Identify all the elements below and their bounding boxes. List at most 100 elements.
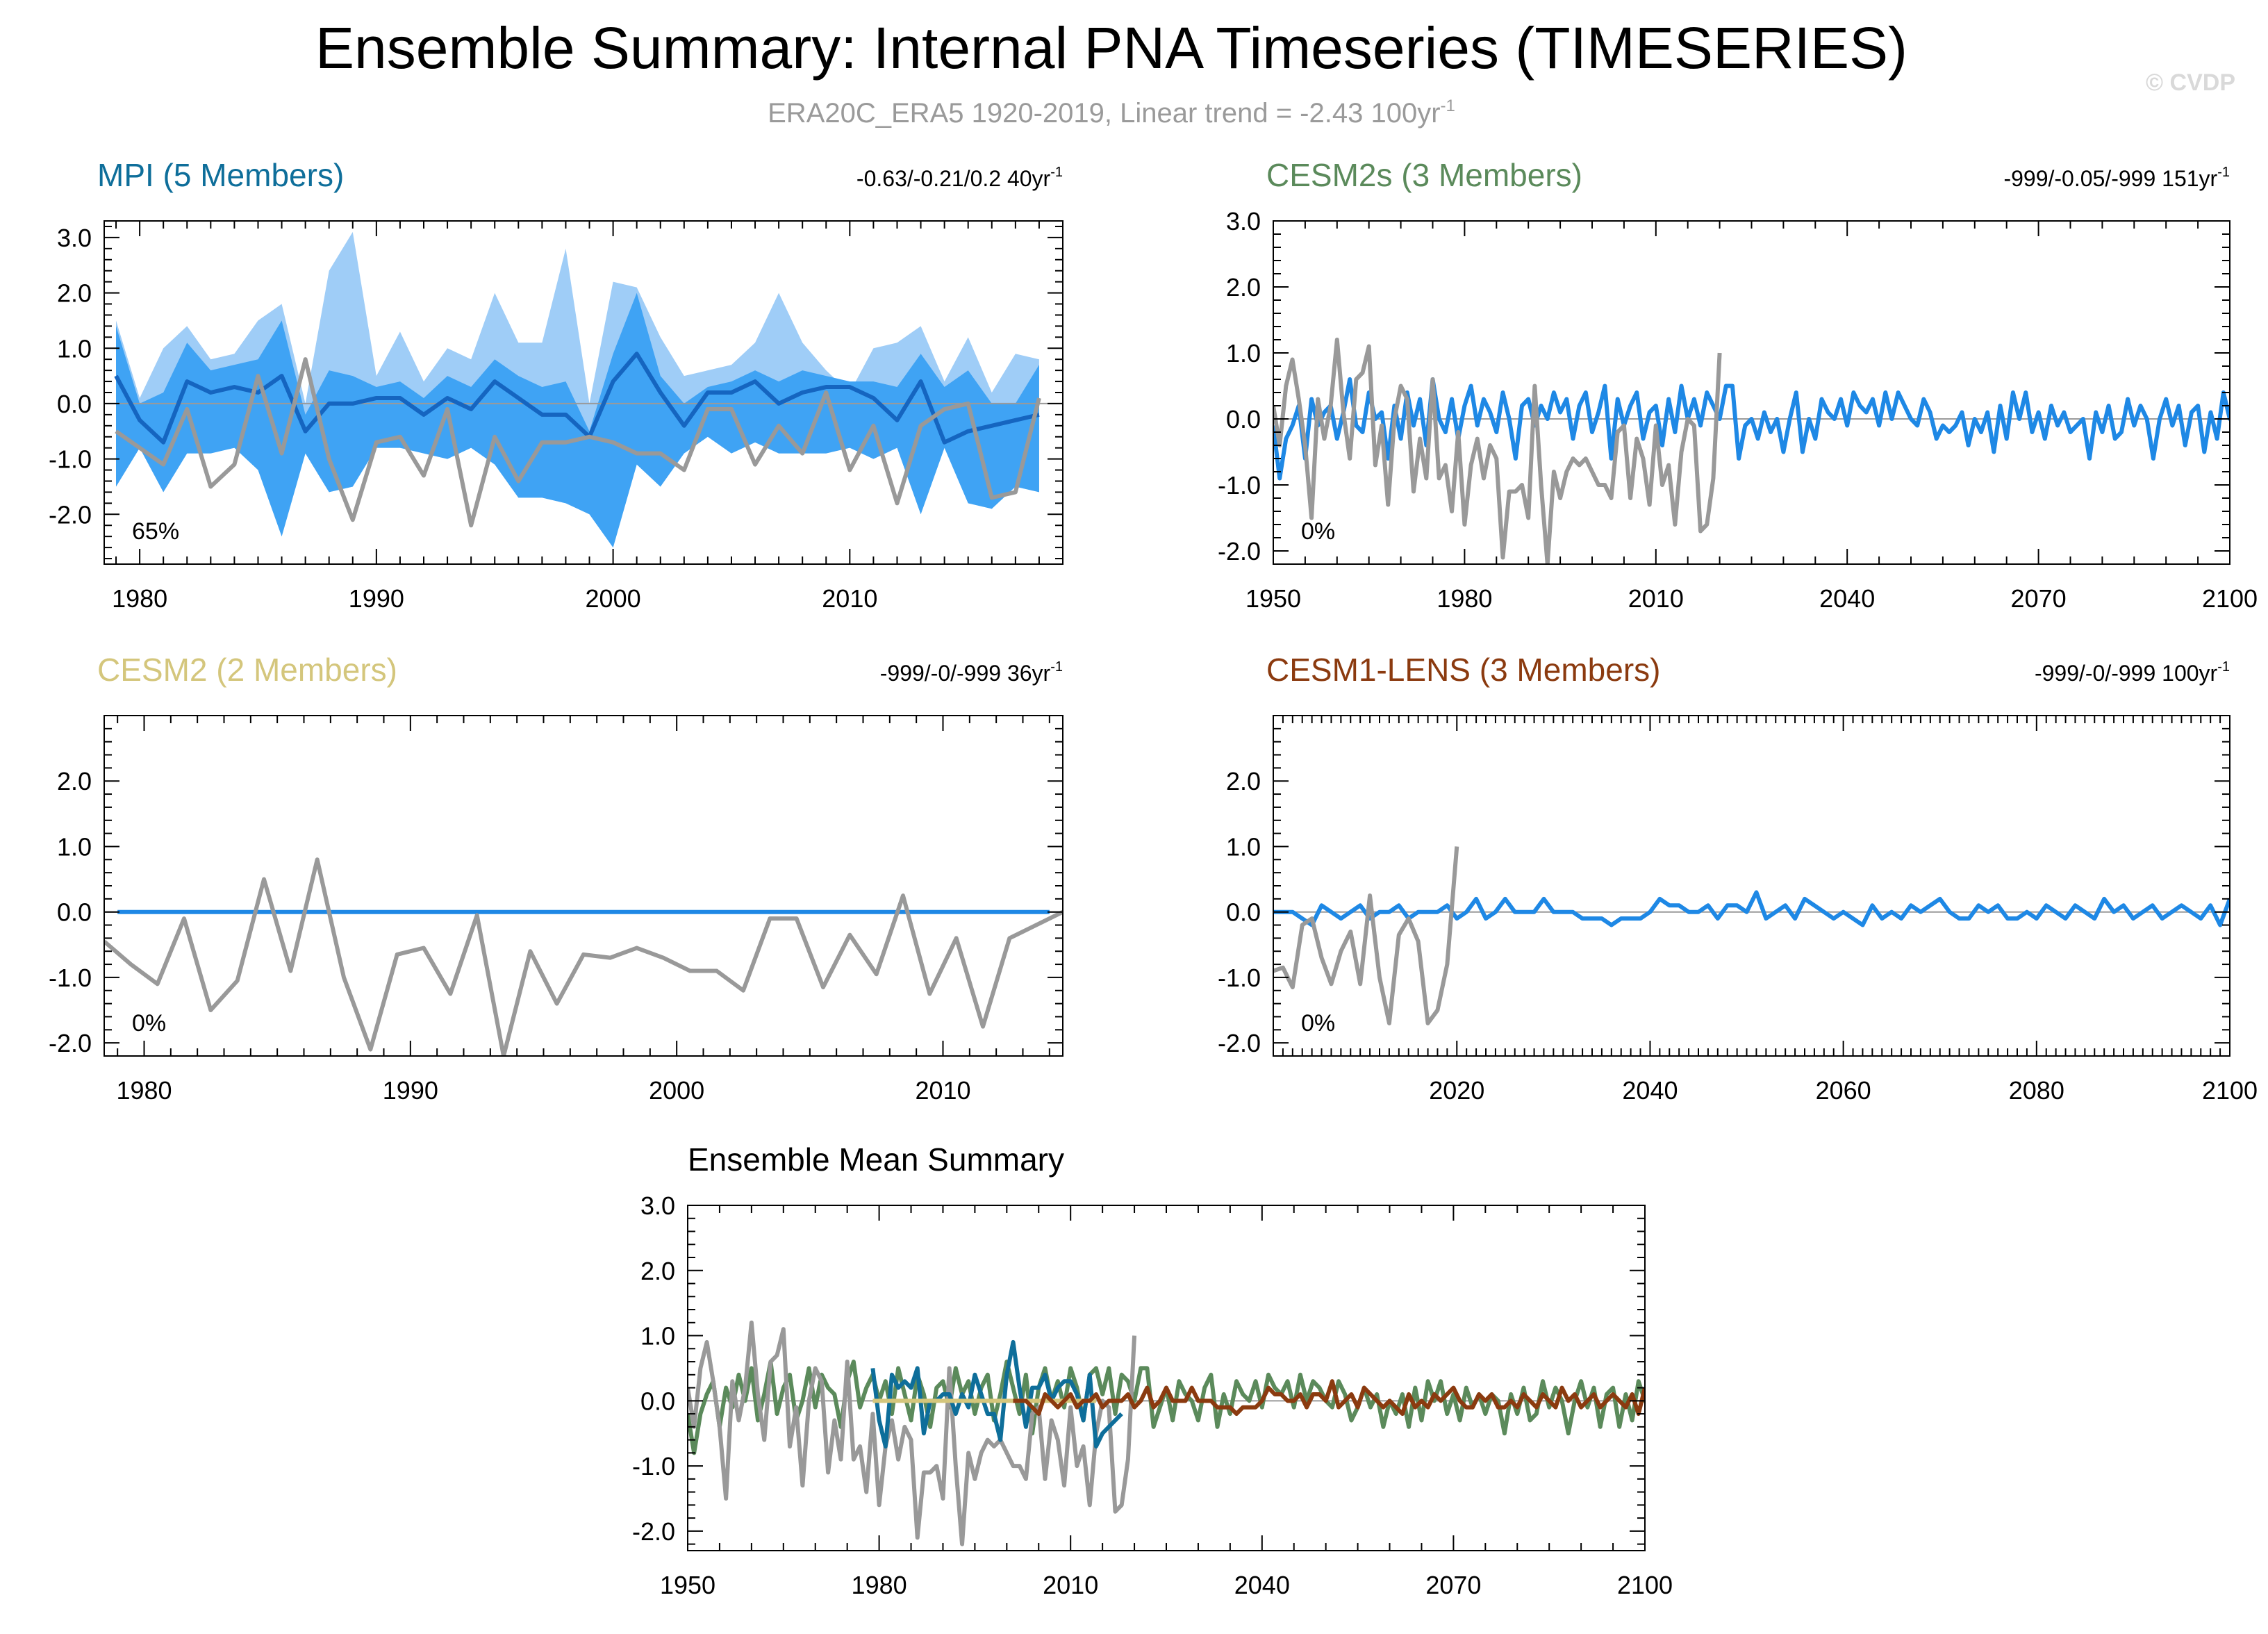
panel-title: Ensemble Mean Summary — [688, 1141, 1064, 1178]
panel-trend-stat: -0.63/-0.21/0.2 40yr-1 — [856, 165, 1063, 191]
x-tick-label: 1980 — [852, 1571, 907, 1599]
figure-subtitle-sup: -1 — [1441, 97, 1455, 115]
y-tick-label: -1.0 — [49, 445, 92, 474]
panels: 1980 1990 2000 2010 3.0 2.0 1.0 0.0 -1.0 -2.0 MPI … — [49, 157, 2258, 1599]
x-tick-label: 2040 — [1622, 1076, 1678, 1105]
y-tick-label: 0.0 — [57, 390, 92, 418]
spread-interquartile-area — [116, 292, 1039, 548]
y-tick-label: 3.0 — [1226, 207, 1261, 236]
y-tick-label: 1.0 — [1226, 832, 1261, 861]
y-tick-label: -1.0 — [632, 1452, 675, 1480]
series-mpi-mean-line — [870, 1339, 1123, 1449]
panel-cesm1-lens: 2020 2040 2060 2080 2100 2.0 1.0 0.0 -1.0 -2.0 CES… — [1218, 652, 2258, 1105]
y-tick-label: 0.0 — [57, 898, 92, 927]
y-tick-label: -1.0 — [49, 964, 92, 992]
y-tick-label: 2.0 — [57, 767, 92, 795]
panel-trend-stat: -999/-0/-999 100yr-1 — [2035, 659, 2230, 686]
figure-subtitle: ERA20C_ERA5 1920-2019, Linear trend = -2… — [768, 97, 1455, 129]
plot-area — [1273, 338, 2230, 564]
plot-area — [104, 857, 1063, 1056]
x-tick-label: 2040 — [1819, 584, 1875, 613]
plot-area — [104, 231, 1063, 548]
x-tick-label: 1950 — [660, 1571, 715, 1599]
y-tick-label: 1.0 — [57, 832, 92, 861]
x-tick-label: 1980 — [116, 1076, 172, 1105]
panel-mpi: 1980 1990 2000 2010 3.0 2.0 1.0 0.0 -1.0 -2.0 MPI … — [49, 157, 1063, 613]
y-tick-label: 2.0 — [640, 1257, 675, 1285]
x-tick-label: 2000 — [586, 584, 641, 613]
x-tick-label: 2010 — [1043, 1571, 1098, 1599]
series-observed-line — [688, 1320, 1137, 1546]
panel-frame — [1273, 220, 2230, 565]
y-tick-label: 0.0 — [640, 1387, 675, 1415]
y-tick-label: 0.0 — [1226, 405, 1261, 434]
x-tick-label: 1950 — [1245, 584, 1301, 613]
x-tick-label: 2100 — [1617, 1571, 1673, 1599]
panel-trend-stat: -999/-0/-999 36yr-1 — [880, 659, 1063, 686]
figure-subtitle-text: ERA20C_ERA5 1920-2019, Linear trend = -2… — [768, 98, 1440, 129]
series-observed-line — [1273, 338, 1722, 564]
panel-title: CESM2 (2 Members) — [97, 652, 397, 688]
y-tick-label: -2.0 — [1218, 1029, 1261, 1057]
x-tick-label: 2100 — [2202, 584, 2258, 613]
y-tick-label: 2.0 — [57, 279, 92, 308]
panel-trend-stat-text: -999/-0/-999 100yr — [2035, 661, 2218, 686]
series-cesm1-lens-mean-line — [1013, 1379, 1645, 1417]
x-tick-label: 2000 — [649, 1076, 704, 1105]
panel-trend-stat-text: -999/-0.05/-999 151yr — [2003, 166, 2217, 191]
x-tick-label: 2060 — [1816, 1076, 1871, 1105]
x-tick-label: 2040 — [1234, 1571, 1290, 1599]
panel-trend-stat-text: -0.63/-0.21/0.2 40yr — [856, 166, 1051, 191]
plot-area — [688, 1320, 1645, 1546]
y-tick-label: -1.0 — [1218, 471, 1261, 500]
x-tick-label: 1980 — [112, 584, 167, 613]
y-tick-label: 2.0 — [1226, 273, 1261, 302]
x-tick-label: 2070 — [2011, 584, 2067, 613]
series-observed-line — [115, 357, 1041, 528]
x-tick-label: 1990 — [349, 584, 404, 613]
panel-cesm2: 1980 1990 2000 2010 2.0 1.0 0.0 -1.0 -2.0 CESM2 (… — [49, 652, 1063, 1105]
series-member-line — [1273, 890, 2230, 927]
y-tick-label: -2.0 — [632, 1517, 675, 1546]
y-tick-label: -2.0 — [49, 1029, 92, 1057]
panel-trend-stat-sup: -1 — [2217, 165, 2230, 180]
panel-trend-stat-sup: -1 — [2217, 659, 2230, 675]
panel-frame — [687, 1205, 1646, 1551]
x-tick-label: 1990 — [383, 1076, 438, 1105]
panel-percent-label: 0% — [132, 1010, 166, 1037]
series-observed-line — [104, 857, 1063, 1056]
panel-trend-stat-sup: -1 — [1050, 165, 1063, 180]
panel-percent-label: 0% — [1301, 518, 1335, 545]
x-tick-label: 2100 — [2202, 1076, 2258, 1105]
x-tick-label: 2010 — [915, 1076, 970, 1105]
panel-percent-label: 0% — [1301, 1010, 1335, 1037]
y-tick-label: 0.0 — [1226, 898, 1261, 927]
panel-trend-stat-text: -999/-0/-999 36yr — [880, 661, 1051, 686]
panel-percent-label: 65% — [132, 518, 179, 545]
x-tick-label: 2010 — [822, 584, 877, 613]
y-tick-label: 2.0 — [1226, 767, 1261, 795]
panel-title: CESM2s (3 Members) — [1266, 157, 1582, 193]
y-tick-label: 1.0 — [1226, 339, 1261, 368]
panel-frame — [1273, 715, 2230, 1057]
panel-cesm2s: 1950 1980 2010 2040 2070 2100 3.0 2.0 1.0 0.0 -1.0… — [1218, 157, 2258, 613]
y-tick-label: 3.0 — [640, 1191, 675, 1220]
y-tick-label: -2.0 — [1218, 537, 1261, 566]
x-tick-label: 1980 — [1437, 584, 1492, 613]
y-tick-label: 1.0 — [640, 1322, 675, 1351]
x-tick-label: 2070 — [1425, 1571, 1481, 1599]
panel-trend-stat: -999/-0.05/-999 151yr-1 — [2003, 165, 2230, 191]
x-tick-label: 2080 — [2009, 1076, 2064, 1105]
series-ensemble-mean-line — [114, 352, 1040, 445]
panel-title: MPI (5 Members) — [97, 157, 344, 193]
figure-title: Ensemble Summary: Internal PNA Timeserie… — [315, 15, 1907, 81]
copyright-label: © CVDP — [2146, 69, 2235, 96]
x-tick-label: 2020 — [1429, 1076, 1484, 1105]
series-observed-line — [1273, 846, 1459, 1025]
plot-area — [1273, 846, 2230, 1025]
panel-title: CESM1-LENS (3 Members) — [1266, 652, 1660, 688]
y-tick-label: -1.0 — [1218, 964, 1261, 992]
panel-frame — [104, 715, 1063, 1057]
panel-trend-stat-sup: -1 — [1050, 659, 1063, 675]
